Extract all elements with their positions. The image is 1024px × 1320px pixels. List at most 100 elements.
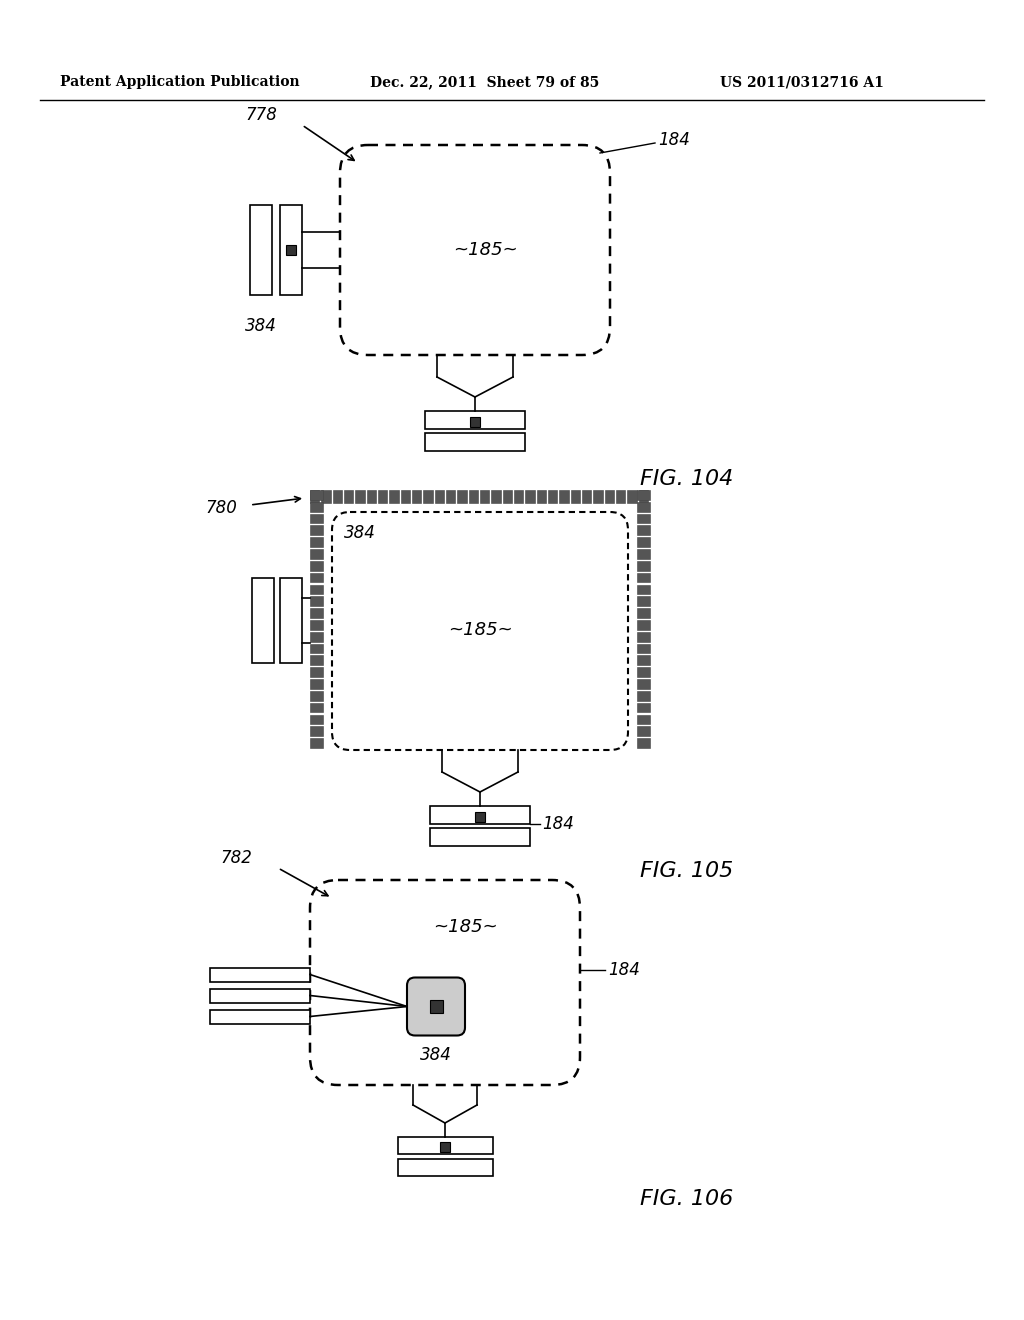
Bar (434, 490, 444, 503)
Bar (637, 609, 650, 618)
Bar (548, 490, 557, 503)
Bar (210, 968, 310, 982)
Bar (310, 609, 323, 618)
Bar (604, 490, 614, 503)
Bar (616, 490, 626, 503)
Bar (593, 490, 603, 503)
Bar (250, 205, 272, 294)
Bar (333, 490, 342, 503)
Bar (639, 490, 648, 503)
Bar (430, 828, 530, 846)
Bar (310, 644, 323, 653)
Bar (470, 417, 480, 426)
FancyBboxPatch shape (332, 512, 628, 750)
Text: FIG. 106: FIG. 106 (640, 1189, 733, 1209)
Text: 184: 184 (608, 961, 640, 979)
Bar (310, 690, 323, 701)
Bar (637, 597, 650, 606)
Text: ~185~: ~185~ (447, 620, 512, 639)
Bar (310, 726, 323, 737)
FancyBboxPatch shape (310, 880, 580, 1085)
Text: Dec. 22, 2011  Sheet 79 of 85: Dec. 22, 2011 Sheet 79 of 85 (370, 75, 599, 88)
Bar (475, 812, 485, 822)
Bar (637, 573, 650, 582)
Bar (310, 702, 323, 713)
Bar (252, 578, 274, 663)
Bar (637, 714, 650, 725)
Bar (310, 561, 323, 570)
Bar (492, 490, 501, 503)
Bar (310, 597, 323, 606)
Bar (628, 490, 637, 503)
Bar (378, 490, 387, 503)
Bar (280, 205, 302, 294)
Bar (367, 490, 376, 503)
Text: 384: 384 (344, 524, 376, 543)
Bar (310, 490, 323, 500)
Bar (310, 525, 323, 535)
Text: 384: 384 (245, 317, 276, 335)
Bar (389, 490, 398, 503)
Bar (310, 738, 323, 748)
Bar (637, 738, 650, 748)
Bar (637, 525, 650, 535)
Bar (503, 490, 512, 503)
Bar (637, 632, 650, 642)
Bar (637, 537, 650, 546)
Bar (412, 490, 421, 503)
FancyBboxPatch shape (340, 145, 610, 355)
Bar (570, 490, 580, 503)
Bar (425, 411, 525, 429)
Text: ~185~: ~185~ (453, 242, 517, 259)
Bar (637, 702, 650, 713)
Text: Patent Application Publication: Patent Application Publication (60, 75, 300, 88)
Bar (280, 578, 302, 663)
Bar (322, 490, 331, 503)
Bar (310, 537, 323, 546)
Bar (310, 490, 319, 503)
FancyBboxPatch shape (407, 978, 465, 1035)
Bar (537, 490, 546, 503)
Bar (637, 585, 650, 594)
Bar (310, 668, 323, 677)
Text: 184: 184 (658, 131, 690, 149)
Bar (310, 714, 323, 725)
Bar (400, 490, 410, 503)
Bar (637, 490, 650, 500)
Text: US 2011/0312716 A1: US 2011/0312716 A1 (720, 75, 884, 88)
Bar (310, 549, 323, 558)
Text: 384: 384 (420, 1045, 452, 1064)
Text: 184: 184 (542, 814, 573, 833)
Bar (286, 246, 296, 255)
Bar (310, 656, 323, 665)
Bar (469, 490, 478, 503)
Bar (582, 490, 591, 503)
Bar (440, 1142, 450, 1152)
Bar (310, 620, 323, 630)
Bar (429, 1001, 442, 1012)
Bar (310, 502, 323, 512)
Text: 782: 782 (220, 849, 252, 867)
Text: FIG. 105: FIG. 105 (640, 861, 733, 880)
Bar (344, 490, 353, 503)
Bar (458, 490, 467, 503)
Bar (310, 585, 323, 594)
Bar (480, 490, 489, 503)
Bar (637, 549, 650, 558)
Bar (310, 573, 323, 582)
Bar (210, 989, 310, 1002)
Bar (637, 513, 650, 523)
Bar (637, 690, 650, 701)
Bar (423, 490, 432, 503)
Bar (397, 1137, 493, 1154)
Bar (637, 668, 650, 677)
Bar (637, 502, 650, 512)
Bar (637, 678, 650, 689)
Bar (514, 490, 523, 503)
Bar (559, 490, 568, 503)
Bar (637, 561, 650, 570)
Text: FIG. 104: FIG. 104 (640, 469, 733, 488)
Text: 780: 780 (205, 499, 237, 517)
Bar (637, 726, 650, 737)
Bar (310, 632, 323, 642)
